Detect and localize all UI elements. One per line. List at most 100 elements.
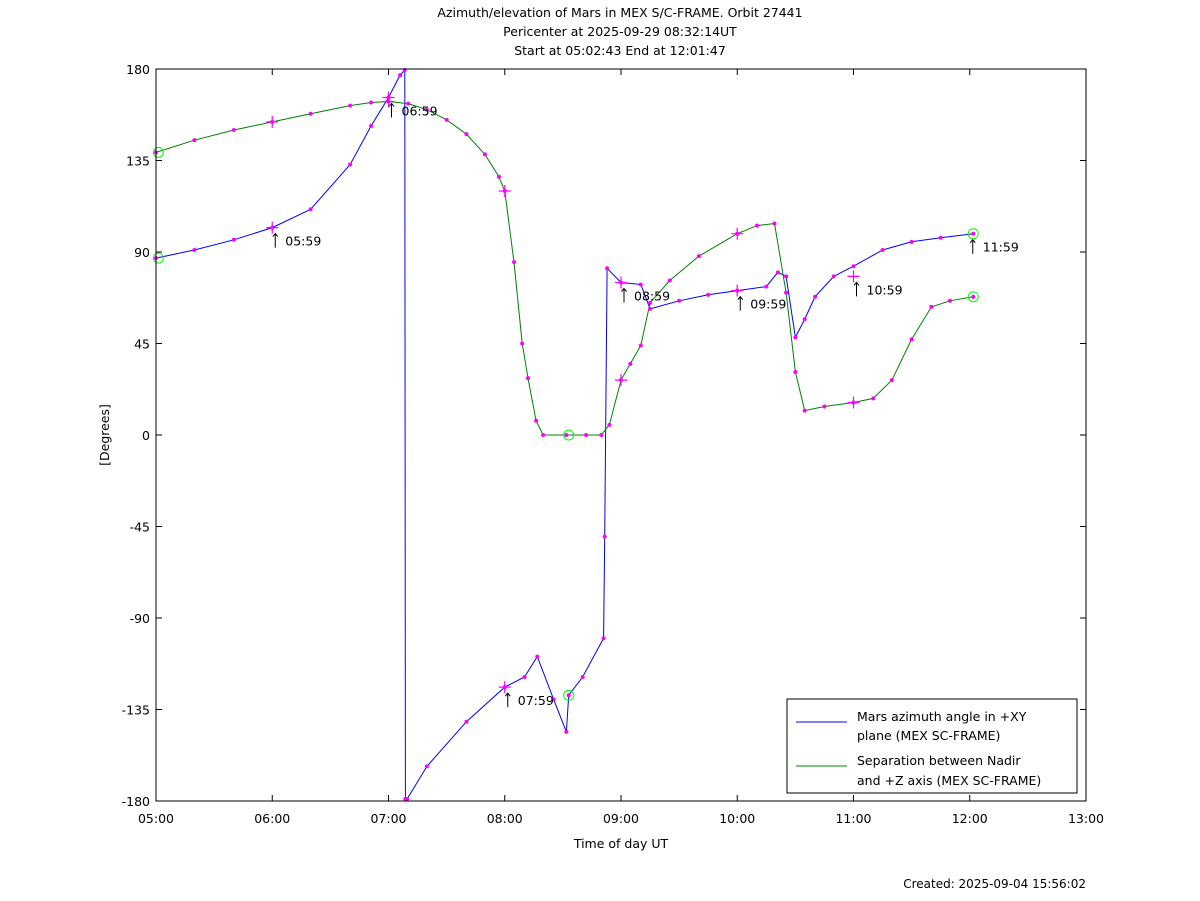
data-point-separation — [802, 408, 807, 413]
data-point-separation — [607, 422, 612, 427]
data-point-azimuth — [405, 796, 410, 801]
data-point-azimuth — [938, 235, 943, 240]
data-point-separation — [424, 107, 429, 112]
legend-label-separation-line1: Separation between Nadir — [857, 753, 1021, 768]
data-point-azimuth — [851, 264, 856, 269]
created-timestamp: Created: 2025-09-04 15:56:02 — [903, 877, 1086, 891]
data-point-azimuth — [775, 270, 780, 275]
annotation-label: 06:59 — [402, 103, 438, 118]
data-point-azimuth — [192, 247, 197, 252]
event-circle-marker — [967, 291, 979, 303]
x-tick-label: 06:00 — [254, 811, 290, 826]
y-tick-label: -180 — [122, 794, 150, 809]
event-circle-marker — [563, 689, 575, 701]
data-point-azimuth — [677, 298, 682, 303]
x-tick-label: 12:00 — [952, 811, 988, 826]
y-tick-label: -45 — [130, 520, 150, 535]
data-point-separation — [947, 298, 952, 303]
data-point-azimuth — [564, 729, 569, 734]
y-tick-label: -135 — [122, 703, 150, 718]
data-point-azimuth — [813, 294, 818, 299]
data-point-separation — [534, 418, 539, 423]
data-point-azimuth — [522, 674, 527, 679]
legend-label-azimuth-line2: plane (MEX SC-FRAME) — [857, 728, 1000, 743]
annotation-arrow — [853, 281, 860, 297]
x-tick-label: 07:00 — [370, 811, 406, 826]
data-point-separation — [406, 101, 411, 106]
data-point-separation — [696, 254, 701, 259]
x-tick-label: 05:00 — [138, 811, 174, 826]
axis-ticks — [155, 68, 1087, 802]
chart-subtitle-start-end: Start at 05:02:43 End at 12:01:47 — [514, 43, 726, 58]
data-point-azimuth — [706, 292, 711, 297]
data-point-azimuth — [424, 764, 429, 769]
annotation-label: 10:59 — [867, 282, 903, 297]
data-point-separation — [464, 132, 469, 137]
data-point-separation — [909, 337, 914, 342]
data-point-azimuth — [638, 282, 643, 287]
hour-marker — [847, 396, 860, 409]
x-tick-label: 08:00 — [487, 811, 523, 826]
annotation-label: 11:59 — [983, 240, 1019, 255]
hour-marker — [382, 95, 395, 108]
data-point-azimuth — [784, 274, 789, 279]
hour-marker — [498, 681, 511, 694]
data-point-azimuth — [802, 317, 807, 322]
data-point-separation — [822, 404, 827, 409]
data-point-separation — [308, 111, 313, 116]
data-point-azimuth — [880, 247, 885, 252]
data-point-separation — [772, 221, 777, 226]
annotation-arrow — [388, 102, 395, 118]
y-tick-label: 45 — [134, 337, 150, 352]
tick-labels: 05:00 06:00 07:00 08:00 09:00 10:00 11:00 12:00… — [122, 62, 1104, 826]
data-point-separation — [638, 343, 643, 348]
series-line-separation — [155, 100, 974, 436]
data-point-separation — [667, 278, 672, 283]
data-point-azimuth — [831, 274, 836, 279]
data-point-azimuth — [580, 674, 585, 679]
data-point-separation — [793, 369, 798, 374]
y-tick-label: 180 — [126, 62, 150, 77]
event-circle-marker — [152, 252, 164, 264]
hour-marker — [498, 185, 511, 197]
data-point-separation — [512, 260, 517, 265]
annotation-label: 05:59 — [285, 234, 321, 249]
hour-marker — [615, 374, 627, 387]
annotation-arrow — [621, 287, 627, 303]
data-point-separation — [929, 304, 934, 309]
data-point-azimuth — [348, 162, 353, 167]
data-point-separation — [541, 433, 546, 437]
data-point-azimuth — [535, 654, 540, 659]
data-point-separation — [496, 174, 501, 179]
data-point-separation — [648, 300, 653, 305]
data-point-azimuth — [971, 231, 976, 236]
data-point-separation — [369, 100, 374, 105]
data-point-azimuth — [648, 306, 653, 311]
annotation-arrow — [272, 232, 279, 248]
annotation-label: 08:59 — [634, 289, 670, 304]
y-axis-label: [Degrees] — [97, 404, 112, 466]
data-point-azimuth — [764, 284, 769, 289]
plot-frame — [155, 68, 1087, 802]
y-tick-label: 90 — [134, 245, 150, 260]
x-tick-label: 13:00 — [1068, 811, 1104, 826]
chart-subtitle-pericenter: Pericenter at 2025-09-29 08:32:14UT — [503, 24, 737, 39]
data-point-separation — [482, 152, 487, 157]
data-point-separation — [444, 117, 449, 122]
annotation-label: 09:59 — [750, 297, 786, 312]
hour-marker — [847, 270, 860, 283]
legend-label-azimuth-line1: Mars azimuth angle in +XY — [857, 709, 1027, 724]
data-point-azimuth — [793, 335, 798, 340]
hour-marker — [731, 284, 744, 297]
data-point-separation — [784, 290, 789, 295]
annotation-arrow — [737, 295, 744, 311]
data-point-separation — [628, 361, 633, 366]
annotation-arrow — [504, 692, 511, 708]
hour-marker — [615, 276, 627, 289]
data-point-separation — [599, 433, 604, 437]
data-point-separation — [192, 138, 197, 143]
data-point-separation — [871, 396, 876, 401]
hour-marker — [266, 221, 279, 234]
y-tick-label: 0 — [142, 428, 150, 443]
data-point-separation — [889, 378, 894, 383]
